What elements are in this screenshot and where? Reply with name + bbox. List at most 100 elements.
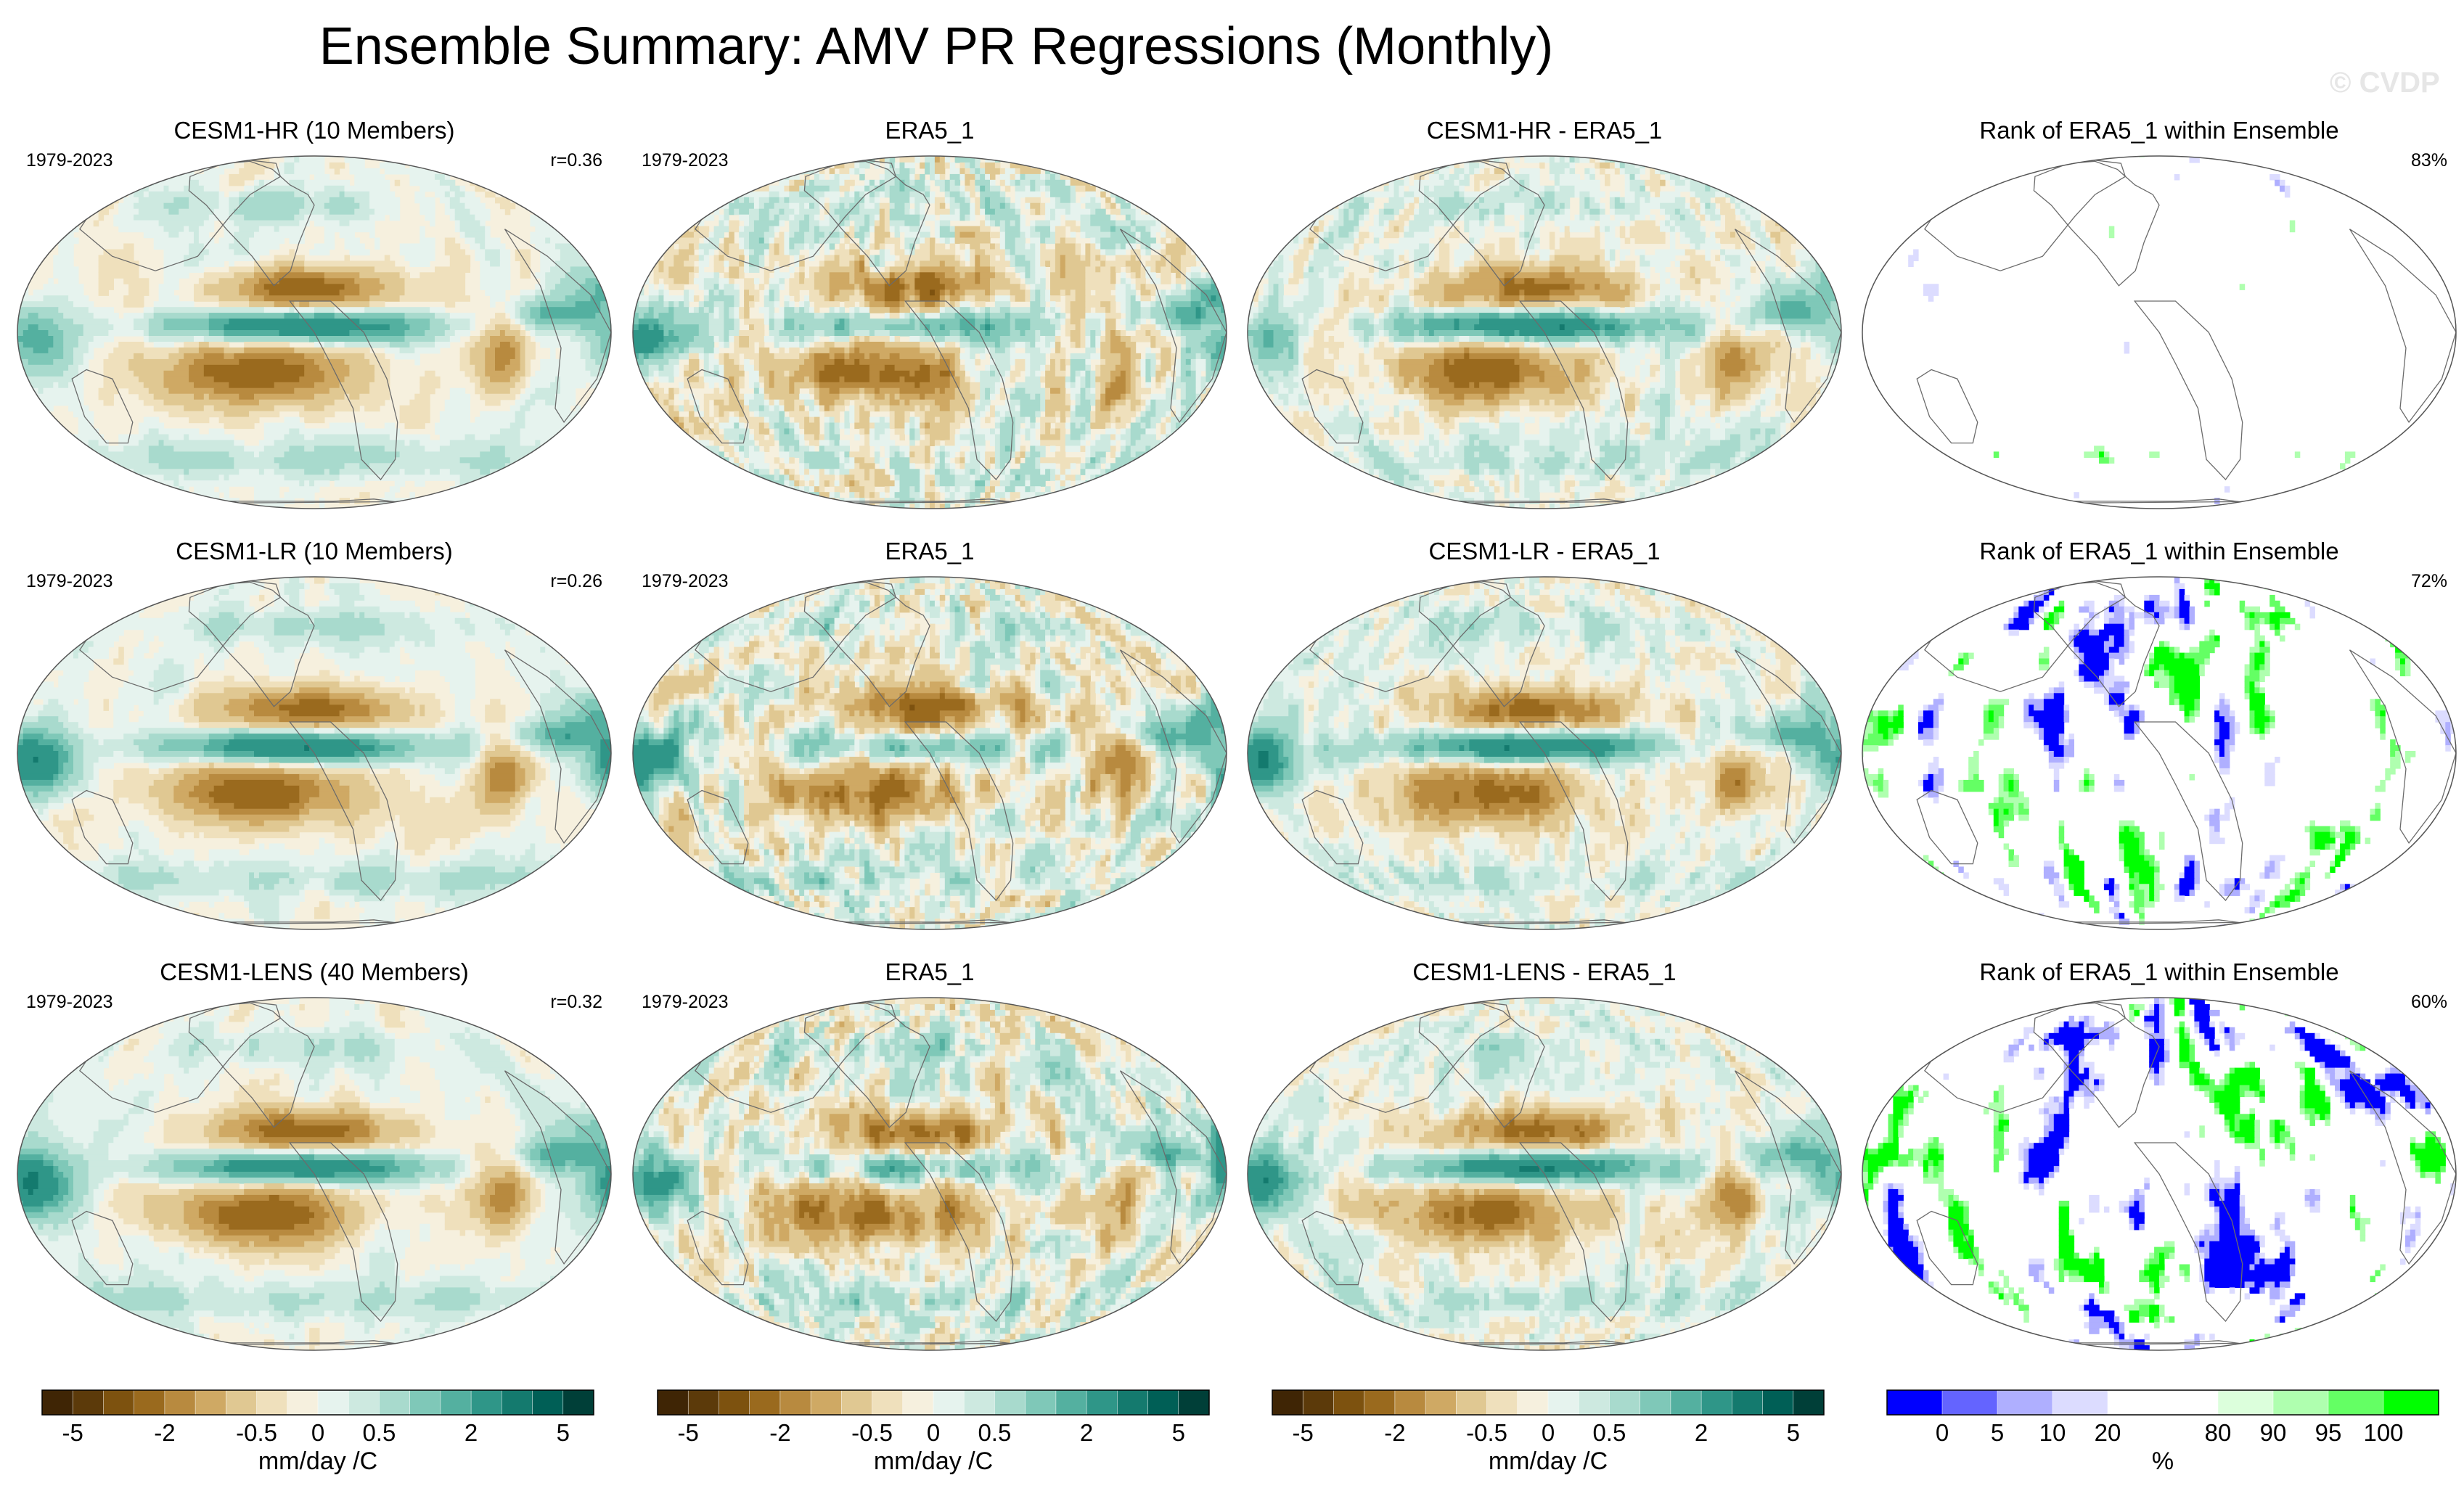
map-border xyxy=(632,997,1227,1351)
global-map xyxy=(632,576,1227,930)
map-panel: Rank of ERA5_1 within Ensemble 83% xyxy=(1858,116,2460,522)
global-map xyxy=(1247,576,1842,930)
map-field xyxy=(17,998,611,1350)
coastline-4 xyxy=(2349,229,2456,424)
coastline-4 xyxy=(504,649,611,845)
map-panel: ERA5_1 1979-2023 xyxy=(629,537,1231,943)
colorbar-tick-label: -2 xyxy=(1384,1419,1405,1445)
colorbar-tick-label: 2 xyxy=(1080,1419,1093,1445)
global-map xyxy=(632,997,1227,1351)
map-field xyxy=(1248,156,1841,509)
coastline-4 xyxy=(2349,1070,2456,1265)
colorbar-swatch xyxy=(134,1389,165,1416)
colorbar-swatch xyxy=(2162,1389,2219,1416)
coastline-1 xyxy=(904,300,1014,481)
colorbar-swatch xyxy=(379,1389,411,1416)
colorbar-frame xyxy=(1272,1389,1825,1416)
colorbar-tick-label: -5 xyxy=(1293,1419,1314,1445)
coastline-2 xyxy=(71,369,134,444)
coastline-4 xyxy=(1119,229,1227,424)
colorbar-swatch xyxy=(657,1389,689,1416)
global-map xyxy=(17,155,612,509)
colorbar-swatch xyxy=(1578,1389,1610,1416)
colorbar: -5 -2 -0.5 0 0.5 2 5 mm/day /C xyxy=(654,1387,1213,1475)
colorbar-swatch xyxy=(902,1389,934,1416)
coastline-0 xyxy=(188,1002,315,1128)
colorbar-tick-label: -0.5 xyxy=(851,1419,893,1445)
panel-years: 1979-2023 xyxy=(642,991,729,1013)
coastline-2 xyxy=(1916,369,1978,444)
colorbar-swatch xyxy=(2217,1389,2274,1416)
colorbar-swatch xyxy=(1609,1389,1641,1416)
coastline-1 xyxy=(904,1142,1014,1323)
colorbar-swatch xyxy=(1055,1389,1087,1416)
panel-title: CESM1-HR (10 Members) xyxy=(13,116,615,145)
panel-stat: 60% xyxy=(2411,991,2447,1013)
colorbar-swatch xyxy=(1941,1389,1998,1416)
colorbar-swatch xyxy=(1732,1389,1764,1416)
colorbar-units-label: % xyxy=(1883,1447,2442,1476)
colorbar: -5 -2 -0.5 0 0.5 2 5 mm/day /C xyxy=(1269,1387,1827,1475)
colorbar-tick-label: 0 xyxy=(311,1419,324,1445)
colorbar-frame xyxy=(657,1389,1210,1416)
colorbar-swatch xyxy=(963,1389,996,1416)
colorbar-swatch xyxy=(1700,1389,1733,1416)
colorbar-swatch xyxy=(994,1389,1026,1416)
colorbar-tick-label: -5 xyxy=(678,1419,699,1445)
colorbar-tick-label: 0.5 xyxy=(1592,1419,1626,1445)
colorbar-frame xyxy=(41,1389,594,1416)
coastline-4 xyxy=(1119,649,1227,845)
colorbar-swatch xyxy=(195,1389,227,1416)
colorbar-swatch xyxy=(72,1389,105,1416)
global-map xyxy=(1247,997,1842,1351)
colorbar-swatch xyxy=(532,1389,564,1416)
colorbar-swatch xyxy=(719,1389,750,1416)
global-map xyxy=(1247,155,1842,509)
colorbar-tick-label: 10 xyxy=(2039,1419,2066,1445)
map-field xyxy=(633,577,1227,929)
colorbar-tick-label: 2 xyxy=(1695,1419,1708,1445)
coastline-1 xyxy=(2133,1142,2243,1323)
colorbar-tick-label: 100 xyxy=(2363,1419,2403,1445)
panel-stat: 83% xyxy=(2411,149,2447,171)
map-panel: ERA5_1 1979-2023 xyxy=(629,116,1231,522)
coastline-2 xyxy=(687,369,749,444)
global-map xyxy=(632,155,1227,509)
colorbar-swatch xyxy=(1025,1389,1057,1416)
coastline-0 xyxy=(1418,1002,1545,1128)
colorbar-swatch xyxy=(687,1389,720,1416)
coastline-2 xyxy=(71,789,134,865)
colorbar-swatch xyxy=(1147,1389,1179,1416)
coastline-1 xyxy=(2133,721,2243,902)
map-border xyxy=(17,576,612,930)
map-field xyxy=(17,156,611,509)
map-border xyxy=(1862,576,2457,930)
coastline-0 xyxy=(803,581,930,707)
map-border xyxy=(1862,155,2457,509)
colorbar-swatch xyxy=(1997,1389,2053,1416)
colorbar-swatch xyxy=(2328,1389,2384,1416)
panel-years: 1979-2023 xyxy=(26,991,113,1013)
colorbar-swatch xyxy=(1517,1389,1549,1416)
coastline-1 xyxy=(904,721,1014,902)
global-map xyxy=(1862,155,2457,509)
colorbar-tick-label: 90 xyxy=(2260,1419,2287,1445)
colorbar-swatch xyxy=(440,1389,472,1416)
colorbar-swatch xyxy=(1762,1389,1794,1416)
colorbar-tick-label: 5 xyxy=(557,1419,570,1445)
coastline-2 xyxy=(1916,1210,1978,1286)
cvdp-watermark: © CVDP xyxy=(2330,65,2440,100)
panel-years: 1979-2023 xyxy=(26,149,113,171)
colorbar-svg: -5 -2 -0.5 0 0.5 2 5 xyxy=(41,1389,594,1446)
colorbar-swatch xyxy=(502,1389,533,1416)
colorbar-swatch xyxy=(1793,1389,1825,1416)
colorbar-swatch xyxy=(1456,1389,1488,1416)
coastline-0 xyxy=(2033,581,2160,707)
coastline-0 xyxy=(2033,1002,2160,1128)
panel-years: 1979-2023 xyxy=(642,570,729,592)
coastline-4 xyxy=(504,1070,611,1265)
coastline-2 xyxy=(1301,789,1364,865)
coastline-2 xyxy=(1301,369,1364,444)
colorbar-swatch xyxy=(2107,1389,2164,1416)
panel-years: 1979-2023 xyxy=(26,570,113,592)
